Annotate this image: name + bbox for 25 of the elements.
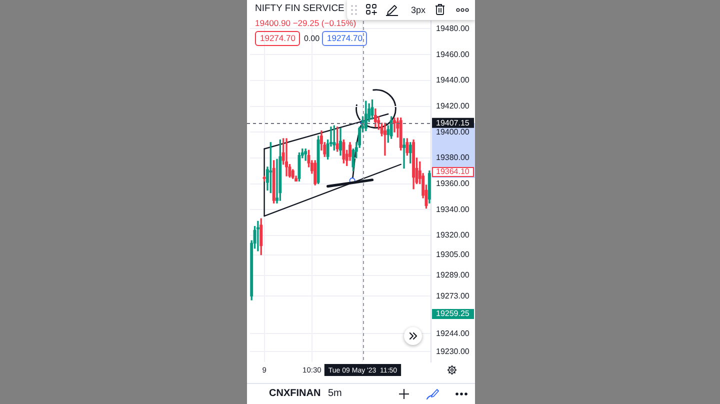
annotation: 19274.70 (322, 31, 368, 46)
y-tick-label: 19440.00 (436, 76, 470, 85)
chart-subtitle: 19400.90 −29.25 (−0.15%) (255, 18, 356, 28)
y-tick-label: 19400.00 (436, 127, 470, 136)
y-tick-label: 19305.00 (436, 250, 470, 259)
y-tick-label: 19230.00 (436, 346, 470, 356)
text: CNXFINAN (269, 388, 321, 399)
y-tick-label: 19480.00 (436, 24, 470, 33)
y-tick-label: 19320.00 (436, 230, 470, 240)
y-tick-label: 19420.00 (436, 101, 470, 110)
y-tick-label: 19360.00 (436, 178, 470, 188)
text: 3px (411, 4, 426, 14)
y-tick-label: 19340.00 (436, 204, 470, 214)
text: 5m (328, 388, 342, 399)
y-tick-label: 19460.00 (436, 50, 470, 59)
y-tick-label: 19244.00 (436, 328, 470, 338)
annotation: 19274.70 (255, 31, 300, 46)
y-tick-label: 19273.00 (436, 291, 470, 300)
y-tick-label: 19289.00 (436, 270, 470, 280)
ref-line-label: 19407.15 (436, 118, 470, 128)
y-tick-label: 19380.00 (436, 153, 470, 162)
annotation: 0.00 (304, 34, 320, 43)
chart-title: NIFTY FIN SERVICE (255, 2, 344, 14)
text: 19259.25 (432, 309, 474, 319)
text: 19364.10 (432, 167, 474, 177)
